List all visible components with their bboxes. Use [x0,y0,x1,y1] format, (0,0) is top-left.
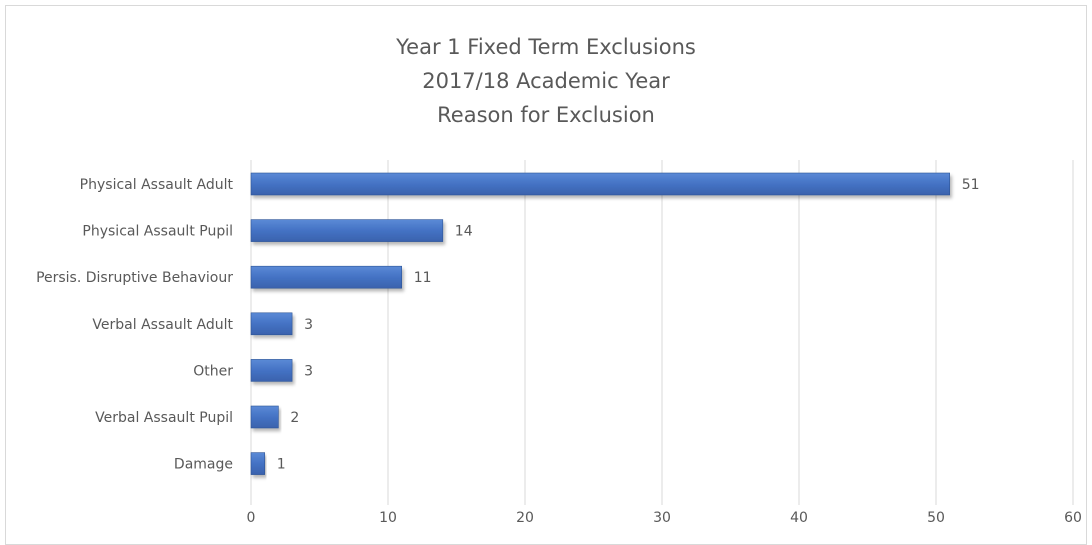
chart-title: Year 1 Fixed Term Exclusions 2017/18 Aca… [0,30,1092,132]
labels: 0 10 20 30 40 50 60 Physical Assault Adult 51 Phy… [36,177,1082,526]
bar [250,405,279,429]
bar [250,312,293,336]
bar [250,359,293,382]
chart-title-line-1: Year 1 Fixed Term Exclusions [396,35,696,59]
chart-frame [5,5,1087,545]
data-label: 3 [304,317,313,333]
category-label: Persis. Disruptive Behaviour [36,270,233,286]
x-tick-label: 30 [653,510,671,526]
bars [250,172,951,475]
data-label: 51 [962,177,980,193]
category-label: Verbal Assault Adult [92,317,233,333]
x-tick-label: 20 [516,510,534,526]
chart-title-line-3: Reason for Exclusion [437,103,655,127]
data-label: 11 [414,270,432,286]
data-label: 2 [290,410,299,426]
category-label: Verbal Assault Pupil [95,410,233,426]
x-tick-label: 40 [790,510,808,526]
data-label: 14 [455,224,473,240]
category-label: Damage [174,457,233,473]
bar [250,219,444,242]
bar-chart: 0 10 20 30 40 50 60 Physical Assault Adult 51 Phy… [36,160,1082,526]
bar [250,265,402,289]
bar [250,452,265,475]
chart-title-line-2: 2017/18 Academic Year [422,69,670,93]
data-label: 1 [277,457,286,473]
category-label: Physical Assault Adult [80,177,234,193]
x-tick-label: 50 [927,510,945,526]
category-label: Physical Assault Pupil [82,224,233,240]
data-label: 3 [304,363,313,379]
x-tick-label: 60 [1064,510,1082,526]
x-tick-label: 10 [379,510,397,526]
category-label: Other [193,363,233,379]
gridlines [250,160,1074,505]
bar [250,172,951,196]
x-tick-label: 0 [247,510,256,526]
